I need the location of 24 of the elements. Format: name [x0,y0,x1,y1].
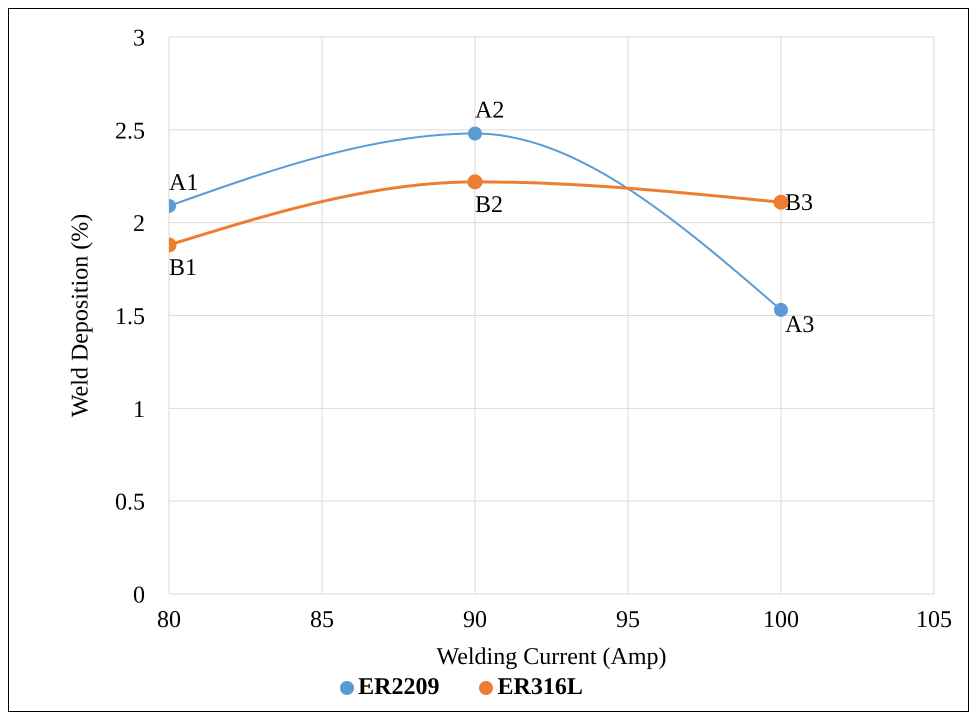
annotation: B1 [169,254,198,281]
y-tick-label: 2.5 [115,118,145,144]
y-tick-label: 1 [133,396,145,423]
x-tick-label: 95 [616,607,640,634]
annotation: B2 [475,192,504,218]
legend-label: ER2209 [358,674,440,700]
point [774,302,788,317]
y-axis-title: Weld Deposition (%) [68,214,94,418]
y-tick-label: 0 [133,582,145,609]
annotation: A3 [785,312,814,338]
y-tick-label: 2 [133,211,145,238]
y-tick-label: 3 [133,26,145,52]
x-axis-title: Welding Current (Amp) [436,644,667,670]
x-tick-label: 100 [763,607,799,634]
y-tick-label: 1.5 [115,304,145,330]
annotation: A2 [475,98,504,124]
annotation: B3 [785,190,814,216]
x-tick-label: 85 [310,607,334,634]
x-tick-label: 90 [463,607,487,634]
y-tick-label: 0.5 [115,490,145,516]
legend-label: ER316L [497,674,583,700]
x-tick-label: 80 [157,607,181,634]
annotation: A1 [169,170,198,196]
x-tick-label: 105 [916,607,952,634]
